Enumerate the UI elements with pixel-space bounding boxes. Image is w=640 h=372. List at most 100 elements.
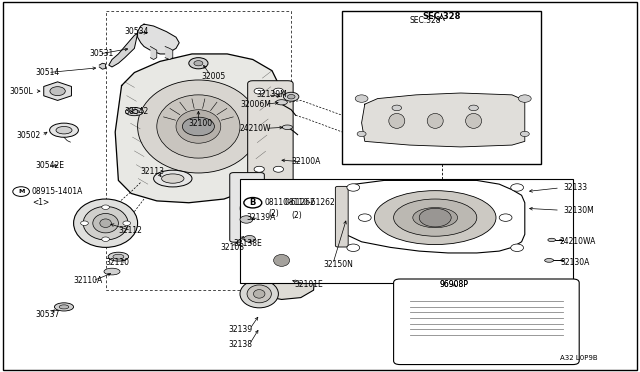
Polygon shape <box>115 54 278 203</box>
Circle shape <box>287 94 295 99</box>
Ellipse shape <box>50 123 79 137</box>
Ellipse shape <box>413 208 458 228</box>
Text: 32006M: 32006M <box>240 100 271 109</box>
Ellipse shape <box>54 303 74 311</box>
Text: 08915-1401A: 08915-1401A <box>32 187 83 196</box>
Text: 3050L: 3050L <box>10 87 33 96</box>
Text: 32101E: 32101E <box>294 280 323 289</box>
Text: 30542E: 30542E <box>35 161 64 170</box>
Text: 24210WA: 24210WA <box>560 237 596 246</box>
Circle shape <box>102 205 109 209</box>
Circle shape <box>355 95 368 102</box>
FancyBboxPatch shape <box>394 279 579 365</box>
Polygon shape <box>99 63 106 69</box>
Text: 32005: 32005 <box>202 72 226 81</box>
Ellipse shape <box>276 100 287 105</box>
Circle shape <box>123 221 131 225</box>
Circle shape <box>81 221 88 225</box>
Circle shape <box>273 88 284 94</box>
Ellipse shape <box>266 248 298 272</box>
Ellipse shape <box>548 238 556 242</box>
Text: 32112: 32112 <box>118 226 142 235</box>
Polygon shape <box>246 216 317 299</box>
Circle shape <box>189 58 208 69</box>
Circle shape <box>520 131 529 137</box>
Circle shape <box>347 184 360 191</box>
Ellipse shape <box>176 110 221 143</box>
Ellipse shape <box>74 199 138 247</box>
Text: 32103: 32103 <box>221 243 245 252</box>
Ellipse shape <box>93 214 118 233</box>
Ellipse shape <box>113 254 124 259</box>
Text: SEC.328: SEC.328 <box>422 12 461 21</box>
Ellipse shape <box>240 280 278 308</box>
Ellipse shape <box>100 219 111 227</box>
Text: (2): (2) <box>269 209 280 218</box>
Circle shape <box>194 61 203 66</box>
Circle shape <box>182 117 214 136</box>
Text: 32150N: 32150N <box>323 260 353 269</box>
Ellipse shape <box>125 108 143 116</box>
Circle shape <box>240 216 253 223</box>
Text: 32138E: 32138E <box>234 239 262 248</box>
Text: 32113: 32113 <box>141 167 165 176</box>
Circle shape <box>284 92 299 101</box>
Text: 24210W: 24210W <box>240 124 271 133</box>
Circle shape <box>244 235 255 242</box>
Ellipse shape <box>60 305 69 309</box>
Ellipse shape <box>247 285 271 303</box>
Text: 08110-61262: 08110-61262 <box>285 198 335 207</box>
Ellipse shape <box>274 254 290 266</box>
Text: 32130A: 32130A <box>560 258 589 267</box>
Text: 32138: 32138 <box>228 340 252 349</box>
FancyBboxPatch shape <box>335 186 348 247</box>
Text: 30502: 30502 <box>16 131 40 140</box>
Ellipse shape <box>240 200 254 217</box>
Ellipse shape <box>56 126 72 134</box>
Text: 30537: 30537 <box>35 310 60 319</box>
Text: M: M <box>18 189 24 194</box>
Polygon shape <box>138 24 179 54</box>
Circle shape <box>511 244 524 251</box>
Ellipse shape <box>468 105 479 111</box>
Polygon shape <box>109 33 138 67</box>
Circle shape <box>499 214 512 221</box>
Ellipse shape <box>428 113 444 128</box>
Text: 32139: 32139 <box>228 325 252 334</box>
Text: 08110-61262: 08110-61262 <box>264 198 315 207</box>
Text: 30542: 30542 <box>125 107 149 116</box>
Text: <1>: <1> <box>32 198 49 207</box>
Text: 96908P: 96908P <box>440 280 469 289</box>
Circle shape <box>347 244 360 251</box>
Ellipse shape <box>374 190 496 245</box>
Text: 32130M: 32130M <box>563 206 594 215</box>
Text: 30531: 30531 <box>90 49 114 58</box>
Ellipse shape <box>389 113 405 128</box>
Ellipse shape <box>108 252 129 261</box>
Ellipse shape <box>253 289 265 298</box>
Ellipse shape <box>466 113 482 128</box>
Text: B: B <box>250 198 256 207</box>
Ellipse shape <box>394 199 477 236</box>
Polygon shape <box>165 46 173 60</box>
Ellipse shape <box>282 125 292 129</box>
Bar <box>342 11 541 164</box>
Ellipse shape <box>83 206 128 240</box>
Text: 32100: 32100 <box>189 119 213 128</box>
Text: (2): (2) <box>291 211 302 220</box>
Text: 32100A: 32100A <box>291 157 321 166</box>
Ellipse shape <box>392 105 402 111</box>
FancyBboxPatch shape <box>248 81 293 183</box>
Circle shape <box>518 95 531 102</box>
Ellipse shape <box>545 259 554 262</box>
Circle shape <box>254 88 264 94</box>
Text: 96908P: 96908P <box>440 280 469 289</box>
Text: 32110: 32110 <box>106 258 130 267</box>
Circle shape <box>419 208 451 227</box>
Circle shape <box>102 237 109 241</box>
Text: 32139A: 32139A <box>246 213 276 222</box>
Text: 32133: 32133 <box>563 183 588 192</box>
Ellipse shape <box>104 268 120 275</box>
Text: 30534: 30534 <box>125 27 149 36</box>
Ellipse shape <box>157 95 240 158</box>
